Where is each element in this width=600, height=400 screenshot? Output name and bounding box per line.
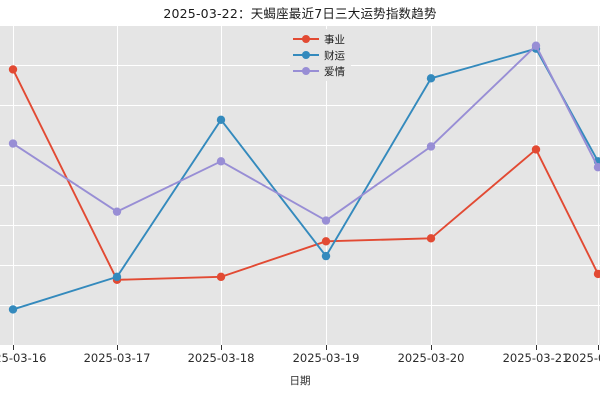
series-line-career (12, 69, 599, 281)
x-tick-label: 2025-03-22 (564, 351, 600, 365)
x-axis-title: 日期 (289, 375, 311, 387)
data-point-love[interactable] (8, 139, 18, 148)
x-tick-label: 2025-03-16 (0, 351, 47, 365)
x-tick-mark (13, 345, 14, 350)
series-wealth (8, 44, 600, 314)
x-tick-label: 2025-03-20 (397, 351, 465, 365)
data-point-love[interactable] (531, 41, 541, 50)
legend[interactable]: 事业 财运 爱情 (290, 29, 351, 81)
chart-title: 2025-03-22：天蝎座最近7日三大运势指数趋势 (163, 6, 437, 21)
gridline-horizontal (0, 265, 600, 266)
data-point-wealth[interactable] (321, 251, 331, 261)
x-tick-mark (326, 345, 327, 350)
legend-key-love (293, 64, 319, 78)
legend-item-wealth[interactable]: 财运 (293, 48, 345, 62)
legend-item-career[interactable]: 事业 (293, 32, 345, 46)
data-point-wealth[interactable] (8, 305, 18, 314)
series-line-wealth (12, 47, 599, 311)
legend-label-career: 事业 (324, 33, 345, 46)
series-love (8, 41, 600, 225)
x-tick-mark (431, 345, 432, 350)
x-axis: 2025-03-16 2025-03-17 2025-03-18 2025-03-19… (0, 345, 600, 400)
x-tick-label: 2025-03-21 (502, 351, 570, 365)
data-point-love[interactable] (593, 163, 600, 172)
x-tick-mark (117, 345, 118, 350)
data-point-wealth[interactable] (426, 74, 436, 83)
data-point-wealth[interactable] (112, 272, 122, 282)
data-point-career[interactable] (216, 272, 226, 282)
legend-label-wealth: 财运 (324, 49, 345, 62)
series-layer (8, 41, 600, 314)
data-point-love[interactable] (321, 216, 331, 225)
data-point-career[interactable] (531, 145, 541, 154)
legend-label-love: 爱情 (324, 65, 345, 78)
data-point-career[interactable] (426, 234, 436, 243)
gridline-horizontal (0, 145, 600, 146)
gridline-horizontal (0, 225, 600, 226)
legend-key-career (293, 32, 319, 46)
data-point-career[interactable] (321, 237, 331, 246)
x-tick-mark (598, 345, 599, 350)
legend-item-love[interactable]: 爱情 (293, 64, 345, 78)
data-point-love[interactable] (216, 157, 226, 166)
data-point-career[interactable] (593, 269, 600, 279)
x-tick-mark (536, 345, 537, 350)
x-tick-label: 2025-03-18 (187, 351, 255, 365)
data-point-love[interactable] (112, 207, 122, 216)
data-point-love[interactable] (426, 142, 436, 151)
gridline-horizontal (0, 105, 600, 106)
data-point-career[interactable] (8, 65, 18, 74)
x-tick-mark (221, 345, 222, 350)
legend-key-wealth (293, 48, 319, 62)
x-tick-label: 2025-03-17 (83, 351, 151, 365)
x-tick-label: 2025-03-19 (292, 351, 360, 365)
data-point-wealth[interactable] (216, 115, 226, 125)
gridline-horizontal (0, 25, 600, 26)
gridline-horizontal (0, 305, 600, 306)
series-career (8, 65, 600, 285)
gridline-horizontal (0, 185, 600, 186)
